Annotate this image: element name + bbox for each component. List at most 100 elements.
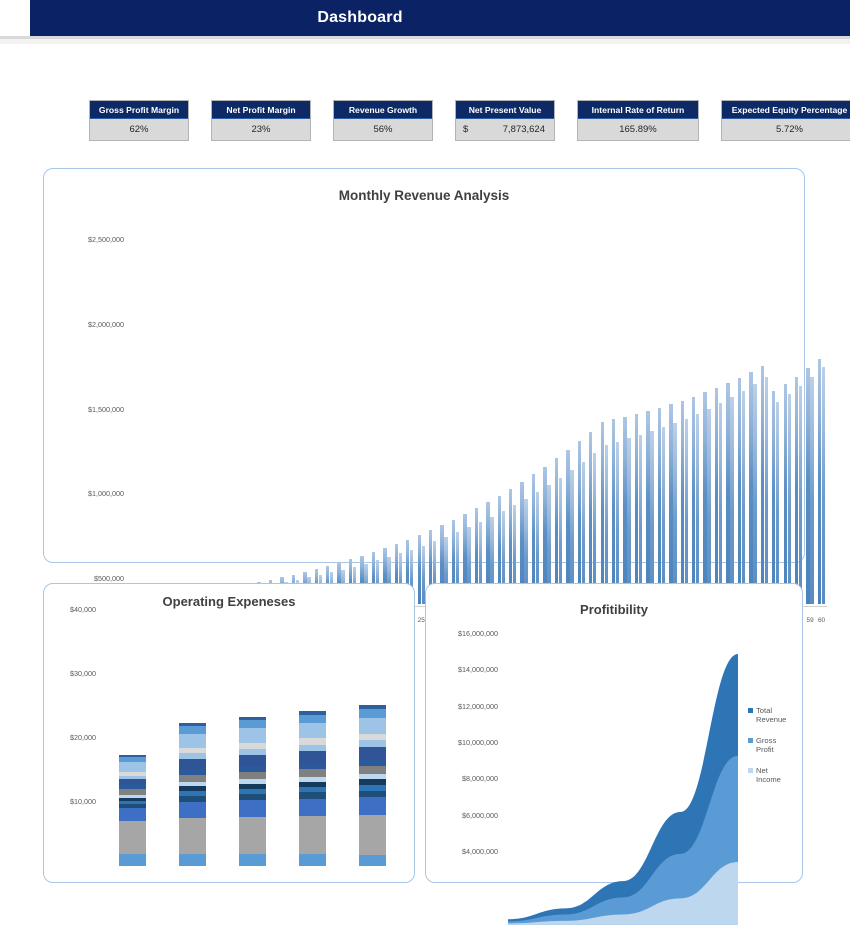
kpi-card[interactable]: Net Present Value $7,873,624 [456,101,554,140]
bar-total-revenue [714,387,719,604]
stack-segment [238,742,266,749]
bar-total-cos [787,394,791,604]
stack-segment [178,817,206,855]
bar-total-cos [650,431,654,604]
stack-segment [358,717,386,734]
stack-segment [118,784,146,789]
bar-total-revenue [589,431,593,604]
kpi-label: Net Profit Margin [212,101,310,119]
dashboard-header-band: Dashboard [30,0,850,36]
bar-group [782,339,793,604]
bar-total-revenue [509,488,513,604]
kpi-card[interactable]: Expected Equity Percentage 5.72% [722,101,850,140]
bar-group [450,339,461,604]
kpi-card[interactable]: Gross Profit Margin 62% [90,101,188,140]
stack-segment [298,798,326,817]
bar-group [187,339,198,604]
stack-segment [358,774,386,779]
bar-total-revenue [703,392,707,604]
stack-segment [298,787,326,793]
y-tick-label: $4,000,000 [462,847,498,856]
bar-group [461,339,472,604]
bar-total-revenue [463,514,467,604]
kpi-value: 5.72% [722,119,850,140]
y-tick-label: $1,500,000 [88,404,124,414]
bar-group [404,339,415,604]
bar-total-revenue [451,519,456,604]
bar-group [713,339,724,604]
bar-total-revenue [383,548,387,604]
profitibility-chart-card[interactable]: Profitibility $4,000,000 $6,000,000 $8,000… [425,583,803,925]
bar-total-revenue [417,534,421,604]
operating-expenses-plot-area [102,606,402,884]
kpi-value: 165.89% [578,119,698,140]
kpi-currency-symbol: $ [463,124,469,135]
bar-group [335,339,346,604]
stack-segment [238,816,266,855]
y-tick-label: $16,000,000 [458,629,498,638]
bar-total-cos [661,427,666,604]
stack-segment [238,789,266,795]
bar-total-cos [753,384,757,604]
bar-total-cos [718,403,723,604]
bar-total-revenue [749,371,753,604]
bar-total-revenue [817,359,822,604]
kpi-card[interactable]: Internal Rate of Return 165.89% [578,101,698,140]
bar-total-cos [684,418,688,604]
bar-group [427,339,438,604]
bar-total-cos [627,438,631,604]
bar-group [804,339,815,604]
bar-total-cos [410,549,414,604]
bar-total-revenue [474,508,479,604]
bar-total-cos [387,557,391,604]
bar-total-revenue [394,543,399,604]
bar-total-cos [547,484,551,604]
kpi-card[interactable]: Revenue Growth 56% [334,101,432,140]
bar-total-cos [615,441,620,604]
monthly-revenue-bars [141,339,827,604]
bar-total-revenue [577,441,582,604]
stack-segment [178,753,206,760]
bar-total-cos [513,504,517,604]
legend-item: Total Revenue [748,706,790,725]
legend-label: Total Revenue [756,706,787,725]
kpi-card[interactable]: Net Profit Margin 23% [212,101,310,140]
kpi-strip: Gross Profit Margin 62% Net Profit Margin 2… [90,101,850,140]
bar-group [667,339,678,604]
profitibility-legend: Total Revenue Gross Profit Net Income [748,706,790,796]
bar-group [152,339,163,604]
bar-group [233,339,244,604]
stacked-bar [358,705,386,866]
bar-group [553,339,564,604]
bar-total-revenue [623,416,627,604]
bar-group [267,339,278,604]
monthly-revenue-chart-card[interactable]: Monthly Revenue Analysis $-$500,000$1,00… [43,168,827,668]
operating-expenses-chart-card[interactable]: Operating Expeneses $10,000 $20,000 $30,00… [43,583,415,883]
bar-total-revenue [657,407,662,604]
bar-group [324,339,335,604]
stack-segment [178,795,206,802]
bar-total-revenue [646,410,650,604]
stack-segment [298,854,326,866]
bar-total-cos [398,553,403,604]
kpi-amount: 7,873,624 [502,124,545,135]
stack-segment [118,754,146,758]
legend-item: Gross Profit [748,736,790,755]
bar-total-revenue [680,400,684,604]
bar-group [496,339,507,604]
y-tick-label: $2,500,000 [88,235,124,244]
bar-group [793,339,804,604]
header-left-spacer [0,0,30,36]
bar-group [313,339,324,604]
stack-segment [118,794,146,798]
operating-expenses-bars [102,606,402,866]
stack-segment [178,747,206,754]
bar-group [210,339,221,604]
stack-segment [238,779,266,784]
monthly-revenue-chart-title: Monthly Revenue Analysis [338,188,510,203]
stack-segment [238,728,266,743]
bar-group [656,339,667,604]
stack-segment [358,815,386,855]
bar-group [530,339,541,604]
profitibility-plot-area [508,622,738,925]
